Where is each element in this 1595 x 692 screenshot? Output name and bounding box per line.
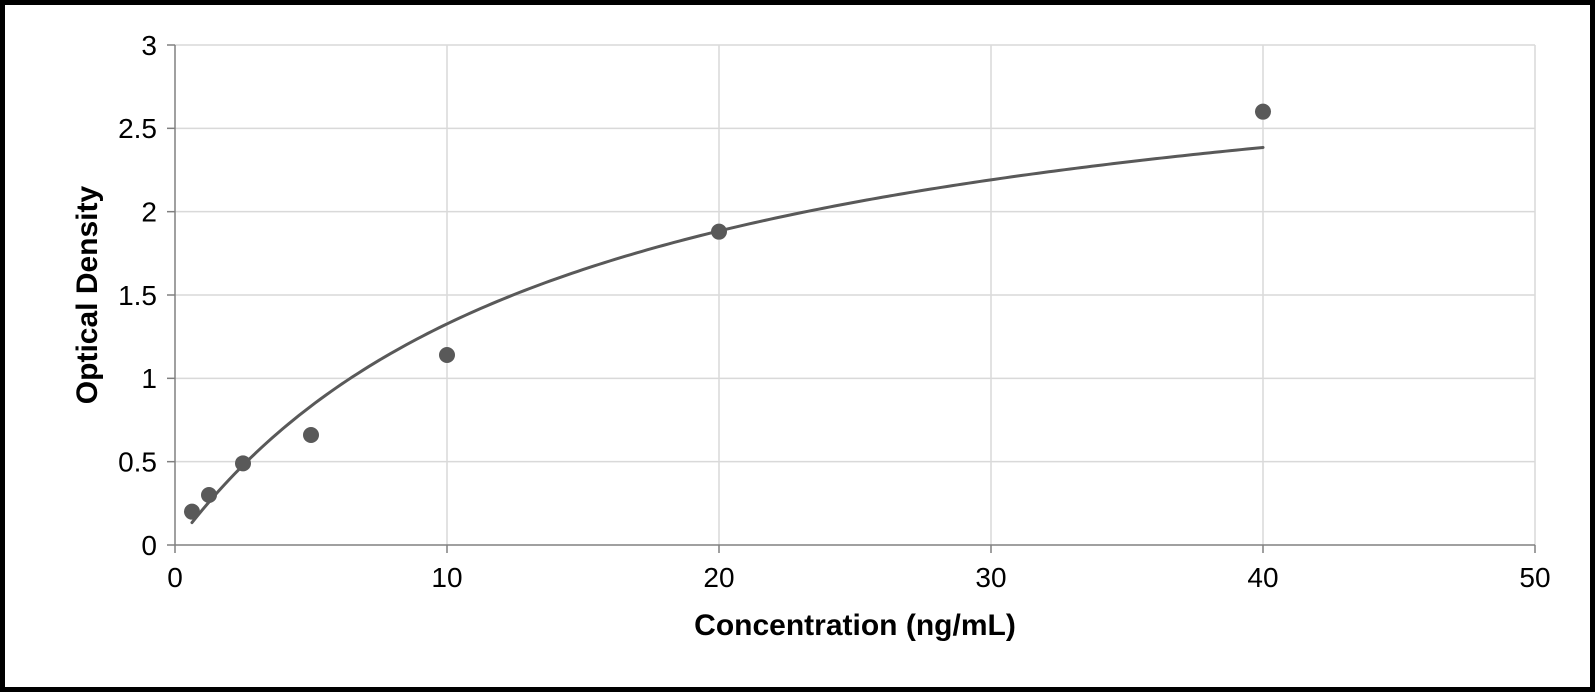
data-marker xyxy=(1255,104,1271,120)
chart-background xyxy=(5,5,1590,687)
data-marker xyxy=(184,504,200,520)
chart-svg: 0 10 20 30 40 50 0 0.5 1 1.5 2 2.5 3 Concentration (n… xyxy=(5,5,1590,687)
data-marker xyxy=(235,455,251,471)
x-tick-label: 30 xyxy=(975,562,1006,593)
y-tick-label: 3 xyxy=(141,30,157,61)
x-axis-label: Concentration (ng/mL) xyxy=(694,609,1016,642)
data-marker xyxy=(711,224,727,240)
y-tick-label: 2.5 xyxy=(118,113,157,144)
y-axis-label: Optical Density xyxy=(71,185,104,404)
x-tick-label: 20 xyxy=(703,562,734,593)
x-tick-label: 40 xyxy=(1247,562,1278,593)
y-tick-label: 1 xyxy=(141,363,157,394)
data-marker xyxy=(439,347,455,363)
y-tick-label: 1.5 xyxy=(118,280,157,311)
x-tick-label: 10 xyxy=(431,562,462,593)
y-tick-label: 0 xyxy=(141,530,157,561)
x-tick-label: 50 xyxy=(1519,562,1550,593)
data-marker xyxy=(303,427,319,443)
x-tick-label: 0 xyxy=(167,562,183,593)
data-marker xyxy=(201,487,217,503)
chart-frame: 0 10 20 30 40 50 0 0.5 1 1.5 2 2.5 3 Concentration (n… xyxy=(0,0,1595,692)
y-tick-label: 2 xyxy=(141,196,157,227)
y-tick-label: 0.5 xyxy=(118,446,157,477)
